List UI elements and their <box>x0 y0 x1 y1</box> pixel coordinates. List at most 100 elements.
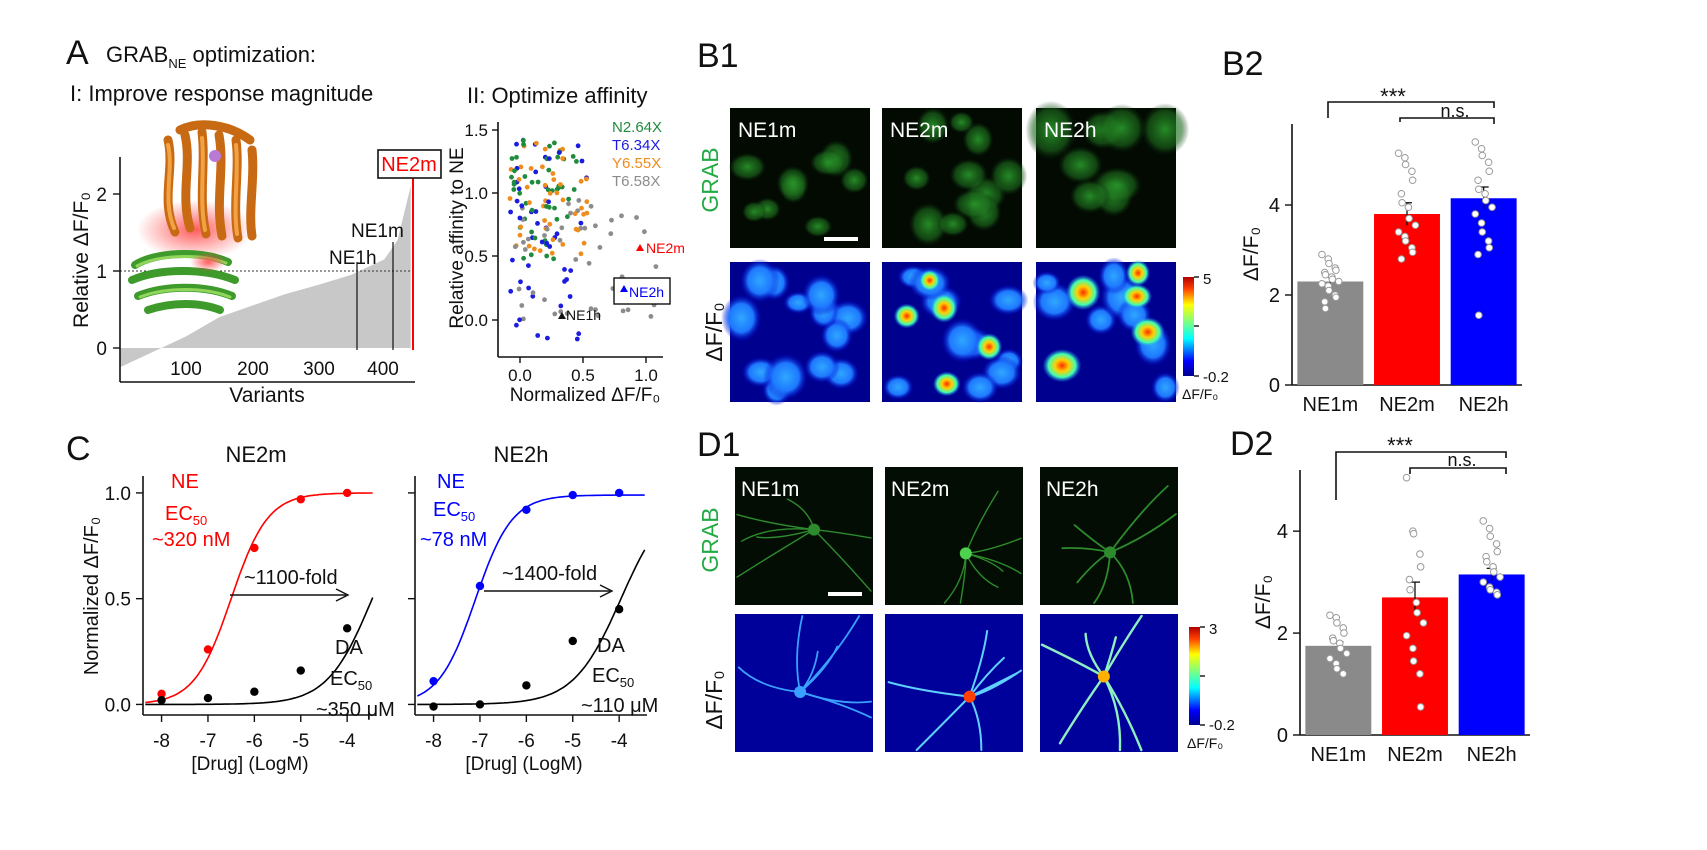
data-point <box>1493 547 1502 556</box>
scatter-dot <box>542 218 547 223</box>
scatter-dot <box>578 178 584 184</box>
b1-col-ne1m: NE1m <box>738 119 796 142</box>
scatter-dot <box>558 182 563 187</box>
scatter-dot <box>547 244 553 249</box>
dose-point-ne <box>296 495 305 504</box>
dose-point-da <box>475 700 485 709</box>
panel-a-title-main: GRAB <box>106 42 168 67</box>
b1-col-ne2h: NE2h <box>1044 119 1097 142</box>
scatter-dot <box>597 245 603 250</box>
scatter-dot <box>527 200 532 206</box>
c-right-fold: ~1400-fold <box>502 563 597 585</box>
scatter-dot <box>514 322 519 328</box>
bar-y-tick-label: 0 <box>1277 725 1288 747</box>
data-point <box>1492 540 1501 548</box>
data-point <box>1478 151 1487 160</box>
scatter-dot <box>588 203 594 209</box>
scatter-dot <box>578 251 584 257</box>
scatter-dot <box>516 186 522 192</box>
scatter-dot <box>568 210 573 216</box>
scatter-dot <box>519 303 525 308</box>
data-point <box>1397 189 1406 198</box>
data-point <box>1474 176 1482 185</box>
neurite <box>736 513 815 531</box>
data-point <box>1318 279 1326 288</box>
neurite <box>965 490 999 555</box>
c-left-ec50: EC50 <box>165 503 207 528</box>
scatter-dot <box>558 303 564 309</box>
cell-blob <box>893 303 920 329</box>
scatter-dot <box>653 264 659 269</box>
x-tick-label: 100 <box>170 359 202 380</box>
scatter-x-tick: 0.5 <box>571 366 595 385</box>
scatter-dot <box>542 297 547 303</box>
dose-point-da <box>522 681 531 690</box>
data-point <box>1485 243 1494 252</box>
data-point <box>1342 649 1351 658</box>
b1-col-ne2m: NE2m <box>890 119 948 142</box>
panel-b1-letter: B1 <box>697 37 739 75</box>
data-point <box>1401 153 1409 162</box>
scatter-dot <box>576 198 582 203</box>
c-left-title: NE2m <box>225 442 286 467</box>
cell-blob <box>1126 259 1150 287</box>
scatter-dot <box>547 190 553 196</box>
b2-sig-bracket-1 <box>1327 101 1495 118</box>
cell-blob <box>936 211 970 237</box>
cell-blob <box>741 201 767 223</box>
b1-cbar-max: 5 <box>1203 271 1211 288</box>
cell-blob <box>961 371 999 404</box>
scatter-dot <box>542 233 547 238</box>
y-tick-label: 1 <box>96 262 107 283</box>
scatter-dot <box>540 164 545 170</box>
scatter-dot <box>529 229 534 235</box>
dose-point-ne <box>568 490 577 500</box>
cell-blob <box>941 318 984 363</box>
scatter-dot <box>552 140 557 146</box>
cell-blob <box>908 202 949 247</box>
scatter-dot <box>510 257 515 263</box>
bar-category-label: NE2m <box>1379 394 1435 416</box>
neurite <box>1058 675 1106 745</box>
data-point <box>1326 654 1334 663</box>
data-point <box>1332 293 1340 302</box>
scatter-dot <box>560 197 566 203</box>
cell-blob <box>802 274 841 316</box>
scatter-dot <box>593 307 598 312</box>
neurite <box>736 528 815 578</box>
data-point <box>1413 608 1421 617</box>
scatter-dot <box>578 220 584 226</box>
cell-blob <box>803 350 840 384</box>
data-point <box>1412 598 1421 607</box>
x-tick-label: 200 <box>237 359 269 380</box>
panel-c: C Normalized ΔF/F₀ 0.0 0.5 1.0 -8 -7 -6 -5 -4 -… <box>66 430 658 775</box>
scatter-ne2m-label: NE2m <box>646 240 685 256</box>
cell-blob <box>1025 100 1077 160</box>
b1-image-grid <box>721 100 1190 406</box>
data-point <box>1409 657 1418 665</box>
scatter-dot <box>521 138 526 143</box>
panel-d1-letter: D1 <box>697 426 740 464</box>
cell-blob <box>1098 257 1130 295</box>
cell-blob <box>962 122 994 157</box>
data-point <box>1409 644 1417 653</box>
data-point <box>1409 529 1418 538</box>
bar-category-label: NE2m <box>1387 744 1443 766</box>
data-point <box>1334 277 1343 286</box>
scatter-dot <box>530 293 536 299</box>
scatter-dot <box>648 314 654 319</box>
scatter-dot <box>535 221 540 226</box>
scatter-dot <box>634 215 639 220</box>
dose-point-ne <box>250 543 259 553</box>
data-point <box>1394 228 1403 236</box>
d2-sig-bracket-2 <box>1409 467 1507 474</box>
cell-blob <box>728 152 767 181</box>
data-point <box>1408 167 1416 176</box>
scatter-dot <box>539 239 545 245</box>
scatter-dot <box>544 204 549 209</box>
scatter-dot <box>521 142 526 147</box>
scatter-dot <box>522 247 528 252</box>
scatter-dot <box>514 154 519 160</box>
d1-col-ne1m: NE1m <box>741 478 799 501</box>
